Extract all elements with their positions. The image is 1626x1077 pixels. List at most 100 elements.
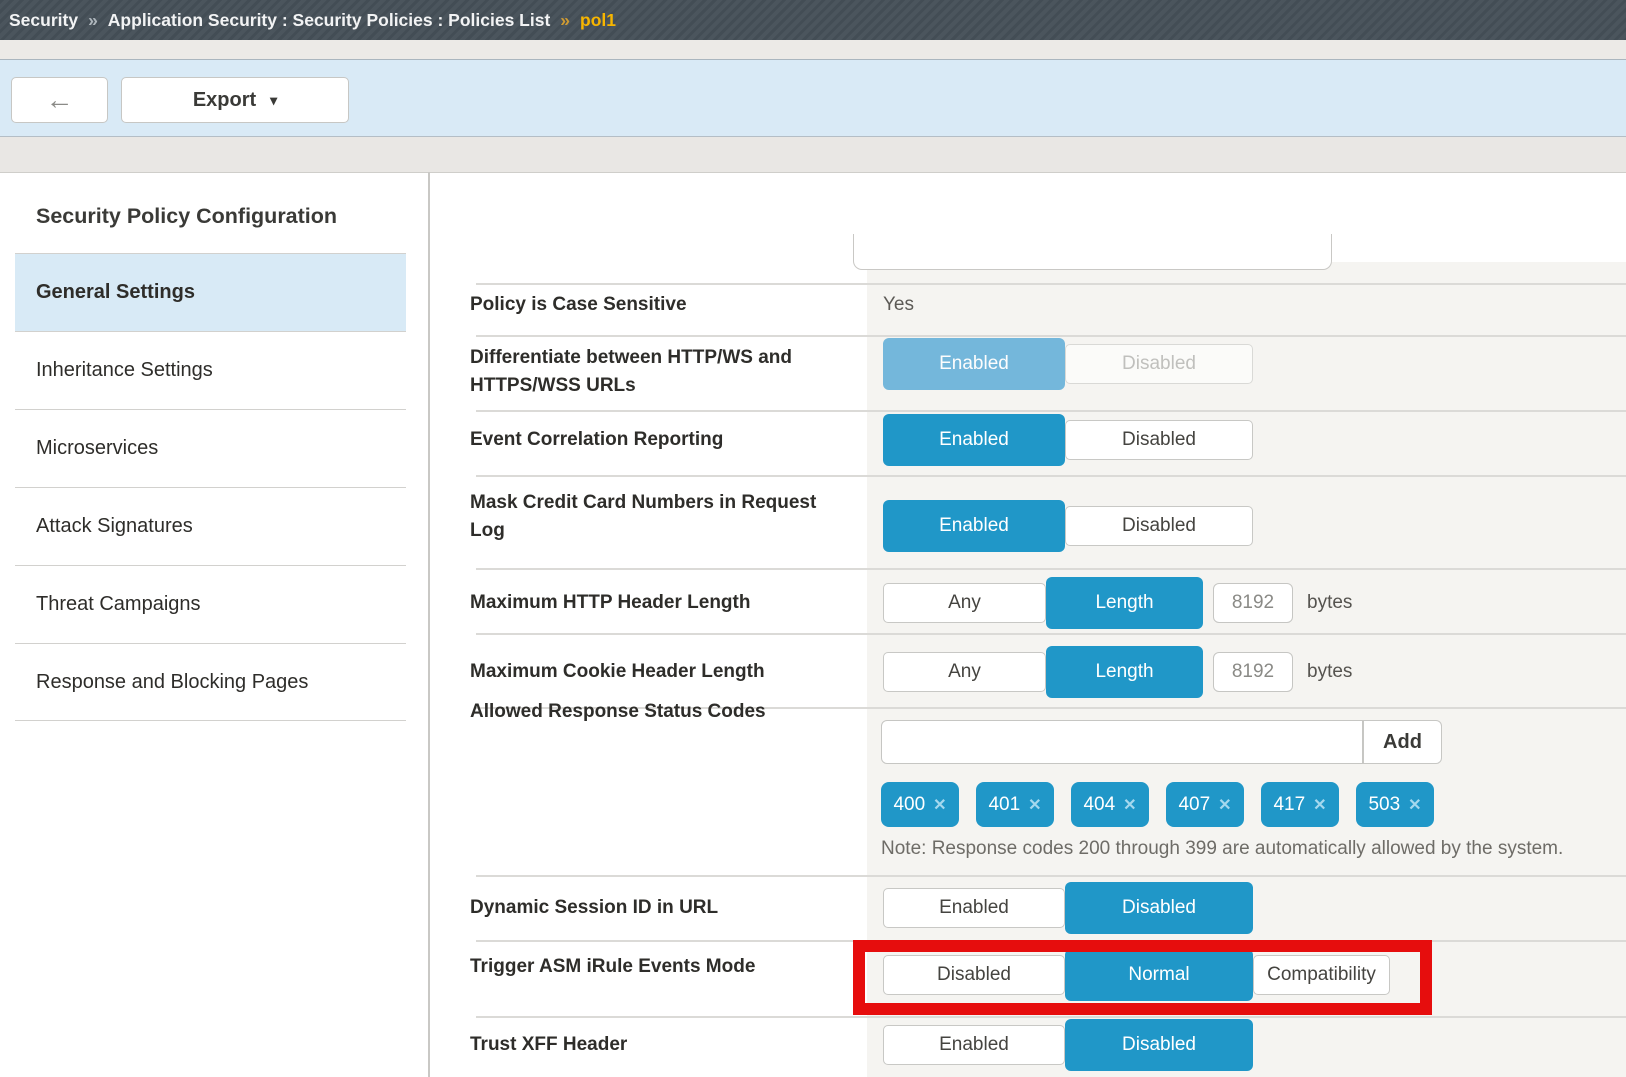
spacer-strip [0,40,1626,59]
toggle-option-label: Length [1095,592,1154,613]
setting-label: Dynamic Session ID in URL [470,897,719,918]
remove-icon[interactable]: ✕ [1218,796,1232,814]
spacer-strip [0,137,1626,172]
toggle-disabled-selected[interactable]: Disabled [1065,1019,1253,1071]
toggle-enabled-selected: Enabled [883,338,1065,390]
status-codes-note: Note: Response codes 200 through 399 are… [881,838,1564,859]
status-code-tag[interactable]: 400 ✕ [881,782,959,827]
back-button[interactable]: ← [11,77,108,123]
breadcrumb: Security » Application Security : Securi… [0,0,1626,40]
remove-icon[interactable]: ✕ [1028,796,1042,814]
setting-label: Policy is Case Sensitive [470,294,687,315]
status-code-tag[interactable]: 407 ✕ [1166,782,1244,827]
toggle-option-label: Enabled [939,897,1009,918]
toggle-option-label: Disabled [1122,429,1196,450]
sidebar-item-inheritance-settings[interactable]: Inheritance Settings [15,331,406,409]
setting-label: Trust XFF Header [470,1034,628,1055]
setting-label: Maximum Cookie Header Length [470,661,765,682]
row-divider [476,633,1626,635]
toggle-option-label: Disabled [1122,897,1196,918]
toggle-enabled-selected[interactable]: Enabled [883,500,1065,552]
sidebar-item-attack-signatures[interactable]: Attack Signatures [15,487,406,565]
toggle-option-label: Length [1095,661,1154,682]
toggle-enabled[interactable]: Enabled [883,1025,1065,1065]
toggle-length-selected[interactable]: Length [1046,577,1203,629]
status-code-tag[interactable]: 404 ✕ [1071,782,1149,827]
toggle-option-label: Disabled [1122,353,1196,374]
toggle-option-label: Enabled [939,1034,1009,1055]
toggle-length-selected[interactable]: Length [1046,646,1203,698]
toggle-option-label: Any [948,661,981,682]
sidebar-item-label: Microservices [36,437,159,459]
add-button-label: Add [1383,730,1422,753]
toggle-enabled-selected[interactable]: Enabled [883,414,1065,466]
toggle-option-label: Normal [1128,964,1190,985]
add-button[interactable]: Add [1363,720,1442,764]
sidebar-item-response-blocking-pages[interactable]: Response and Blocking Pages [15,643,406,721]
status-code-value: 400 [893,793,926,815]
toggle-option-label: Enabled [939,515,1009,536]
back-arrow-icon: ← [45,84,74,115]
status-code-value: 417 [1273,793,1306,815]
http-header-length-input[interactable] [1213,583,1293,623]
row-divider [476,335,1626,337]
status-code-tag[interactable]: 401 ✕ [976,782,1054,827]
setting-value: Yes [883,294,914,315]
status-code-value: 404 [1083,793,1116,815]
remove-icon[interactable]: ✕ [1313,796,1327,814]
row-divider [476,875,1626,877]
unit-label: bytes [1307,592,1353,613]
sidebar-item-threat-campaigns[interactable]: Threat Campaigns [15,565,406,643]
sidebar-title: Security Policy Configuration [36,204,338,228]
toggle-disabled[interactable]: Disabled [1065,506,1253,546]
setting-label: Maximum HTTP Header Length [470,592,751,613]
breadcrumb-path[interactable]: Application Security : Security Policies… [107,9,551,30]
sidebar-item-label: Threat Campaigns [36,593,201,615]
sidebar-item-label: Attack Signatures [36,515,193,537]
toggle-disabled[interactable]: Disabled [1065,420,1253,460]
status-code-value: 401 [988,793,1021,815]
remove-icon[interactable]: ✕ [1123,796,1137,814]
remove-icon[interactable]: ✕ [933,796,947,814]
toggle-disabled-selected[interactable]: Disabled [1065,882,1253,934]
toggle-normal-selected[interactable]: Normal [1065,949,1253,1001]
toggle-option-label: Any [948,592,981,613]
toggle-disabled[interactable]: Disabled [883,955,1065,995]
setting-label: Mask Credit Card Numbers in Request Log [470,492,817,541]
row-divider [476,707,1626,709]
highlight-annotation [853,940,1432,1015]
status-code-tag[interactable]: 503 ✕ [1356,782,1434,827]
sidebar-item-label: General Settings [36,281,195,303]
row-divider [476,475,1626,477]
breadcrumb-separator-icon: » [560,9,571,30]
status-code-value: 503 [1368,793,1401,815]
toggle-option-label: Compatibility [1267,964,1376,985]
setting-label: Trigger ASM iRule Events Mode [470,956,756,977]
sidebar-item-general-settings[interactable]: General Settings [15,253,406,331]
row-divider [476,283,1626,285]
toggle-option-label: Disabled [1122,1034,1196,1055]
toggle-any[interactable]: Any [883,652,1046,692]
setting-label: Event Correlation Reporting [470,429,724,450]
toggle-any[interactable]: Any [883,583,1046,623]
toggle-enabled[interactable]: Enabled [883,888,1065,928]
sidebar-item-label: Response and Blocking Pages [36,670,309,693]
sidebar-item-microservices[interactable]: Microservices [15,409,406,487]
breadcrumb-root[interactable]: Security [9,9,79,30]
toggle-option-label: Enabled [939,353,1009,374]
chevron-down-icon: ▾ [270,91,278,108]
toggle-option-label: Enabled [939,429,1009,450]
export-button[interactable]: Export ▾ [121,77,349,123]
setting-label: Differentiate between HTTP/WS and HTTPS/… [470,347,792,396]
row-divider [476,568,1626,570]
toggle-disabled: Disabled [1065,344,1253,384]
toggle-compatibility[interactable]: Compatibility [1253,955,1390,995]
status-code-input[interactable] [881,720,1363,764]
breadcrumb-current: pol1 [580,9,617,30]
row-divider [476,410,1626,412]
cookie-header-length-input[interactable] [1213,652,1293,692]
remove-icon[interactable]: ✕ [1408,796,1422,814]
truncated-input[interactable] [853,234,1332,270]
status-code-tag[interactable]: 417 ✕ [1261,782,1339,827]
